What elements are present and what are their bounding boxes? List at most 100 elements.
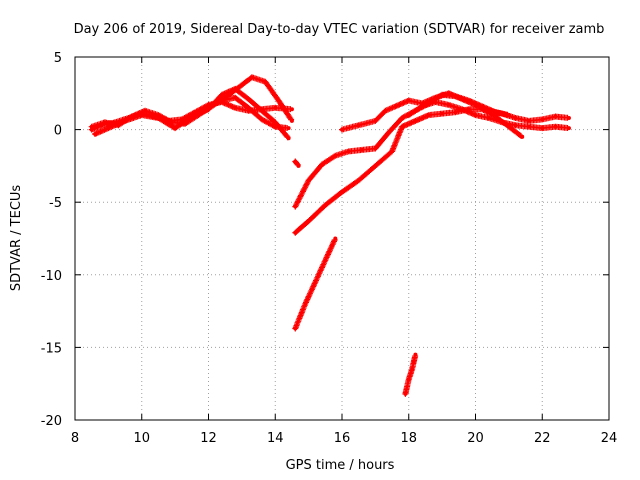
data-point xyxy=(426,113,431,118)
data-point xyxy=(319,162,324,167)
data-point xyxy=(446,91,451,96)
data-point xyxy=(93,131,98,136)
data-point xyxy=(173,126,178,131)
data-point xyxy=(289,118,294,123)
data-point xyxy=(259,117,264,122)
x-tick-label: 10 xyxy=(133,431,150,446)
x-tick-label: 12 xyxy=(200,431,217,446)
data-point xyxy=(406,98,411,103)
data-point xyxy=(276,98,281,103)
data-point xyxy=(103,120,108,125)
data-point xyxy=(233,105,238,110)
data-point xyxy=(433,100,438,105)
data-point xyxy=(289,107,294,112)
data-point xyxy=(246,105,251,110)
data-point xyxy=(373,163,378,168)
data-point xyxy=(400,115,405,120)
x-axis-label: GPS time / hours xyxy=(286,458,395,473)
series-morning-d xyxy=(178,94,291,131)
data-point xyxy=(286,126,291,131)
data-point xyxy=(390,149,395,154)
data-point xyxy=(333,153,338,158)
series-evening-b xyxy=(405,99,571,132)
data-point xyxy=(306,178,311,183)
y-tick-label: -10 xyxy=(41,269,62,284)
data-point xyxy=(406,377,411,382)
data-point xyxy=(273,124,278,129)
data-point xyxy=(89,124,94,129)
data-point xyxy=(333,236,338,241)
data-point xyxy=(373,118,378,123)
data-point xyxy=(433,95,438,100)
data-point xyxy=(373,146,378,151)
data-point xyxy=(296,163,301,168)
data-point xyxy=(356,178,361,183)
data-point xyxy=(340,127,344,132)
data-point xyxy=(413,118,418,123)
data-point xyxy=(219,98,224,103)
data-point xyxy=(486,115,491,120)
data-point xyxy=(206,104,211,109)
series-recovery-d xyxy=(292,158,301,168)
data-point xyxy=(403,391,408,396)
data-point xyxy=(393,104,398,109)
data-point xyxy=(259,108,264,113)
data-point xyxy=(553,114,558,119)
data-point xyxy=(293,159,298,164)
data-point xyxy=(566,115,571,120)
data-point xyxy=(293,230,298,235)
series-markers xyxy=(178,94,291,131)
data-points xyxy=(88,74,571,397)
data-point xyxy=(513,115,518,120)
data-point xyxy=(500,120,505,125)
series-markers xyxy=(292,106,524,236)
data-point xyxy=(513,123,518,128)
data-point xyxy=(123,118,128,123)
data-point xyxy=(156,115,161,120)
data-point xyxy=(139,113,144,118)
data-point xyxy=(249,75,254,80)
data-point xyxy=(323,203,328,208)
data-point xyxy=(386,130,391,135)
data-point xyxy=(356,123,361,128)
y-tick-label: -15 xyxy=(41,341,62,356)
data-point xyxy=(410,367,415,372)
data-point xyxy=(303,301,308,306)
series-markers xyxy=(292,237,338,332)
data-point xyxy=(420,104,425,109)
y-tick-label: 0 xyxy=(54,124,62,139)
data-point xyxy=(553,124,558,129)
data-point xyxy=(233,86,238,91)
data-point xyxy=(360,147,365,152)
data-point xyxy=(473,113,478,118)
x-tick-label: 20 xyxy=(467,431,484,446)
data-point xyxy=(540,126,545,131)
data-point xyxy=(493,114,498,119)
x-tick-label: 16 xyxy=(334,431,351,446)
data-point xyxy=(286,136,291,141)
x-tick-label: 18 xyxy=(400,431,417,446)
data-point xyxy=(340,190,344,195)
data-point xyxy=(460,107,465,112)
data-point xyxy=(246,97,251,102)
data-point xyxy=(406,113,411,118)
series-recovery-c xyxy=(292,236,338,332)
data-point xyxy=(219,92,224,97)
series-recovery-b xyxy=(292,106,525,236)
data-point xyxy=(193,113,198,118)
y-tick-label: -5 xyxy=(49,196,62,211)
data-point xyxy=(440,111,445,116)
x-tick-label: 22 xyxy=(534,431,551,446)
data-point xyxy=(263,79,268,84)
data-point xyxy=(309,287,314,292)
axis-ticks: 8 10 12 14 16 18 20 22 24 -20 -15 -10 -5 0 5 xyxy=(41,51,618,446)
y-tick-label: 5 xyxy=(54,51,62,66)
data-point xyxy=(500,111,505,116)
data-point xyxy=(179,120,184,125)
data-point xyxy=(526,124,531,129)
y-axis-label: SDTVAR / TECUs xyxy=(9,185,24,292)
data-point xyxy=(293,326,298,331)
data-point xyxy=(566,126,571,131)
data-point xyxy=(453,110,458,115)
